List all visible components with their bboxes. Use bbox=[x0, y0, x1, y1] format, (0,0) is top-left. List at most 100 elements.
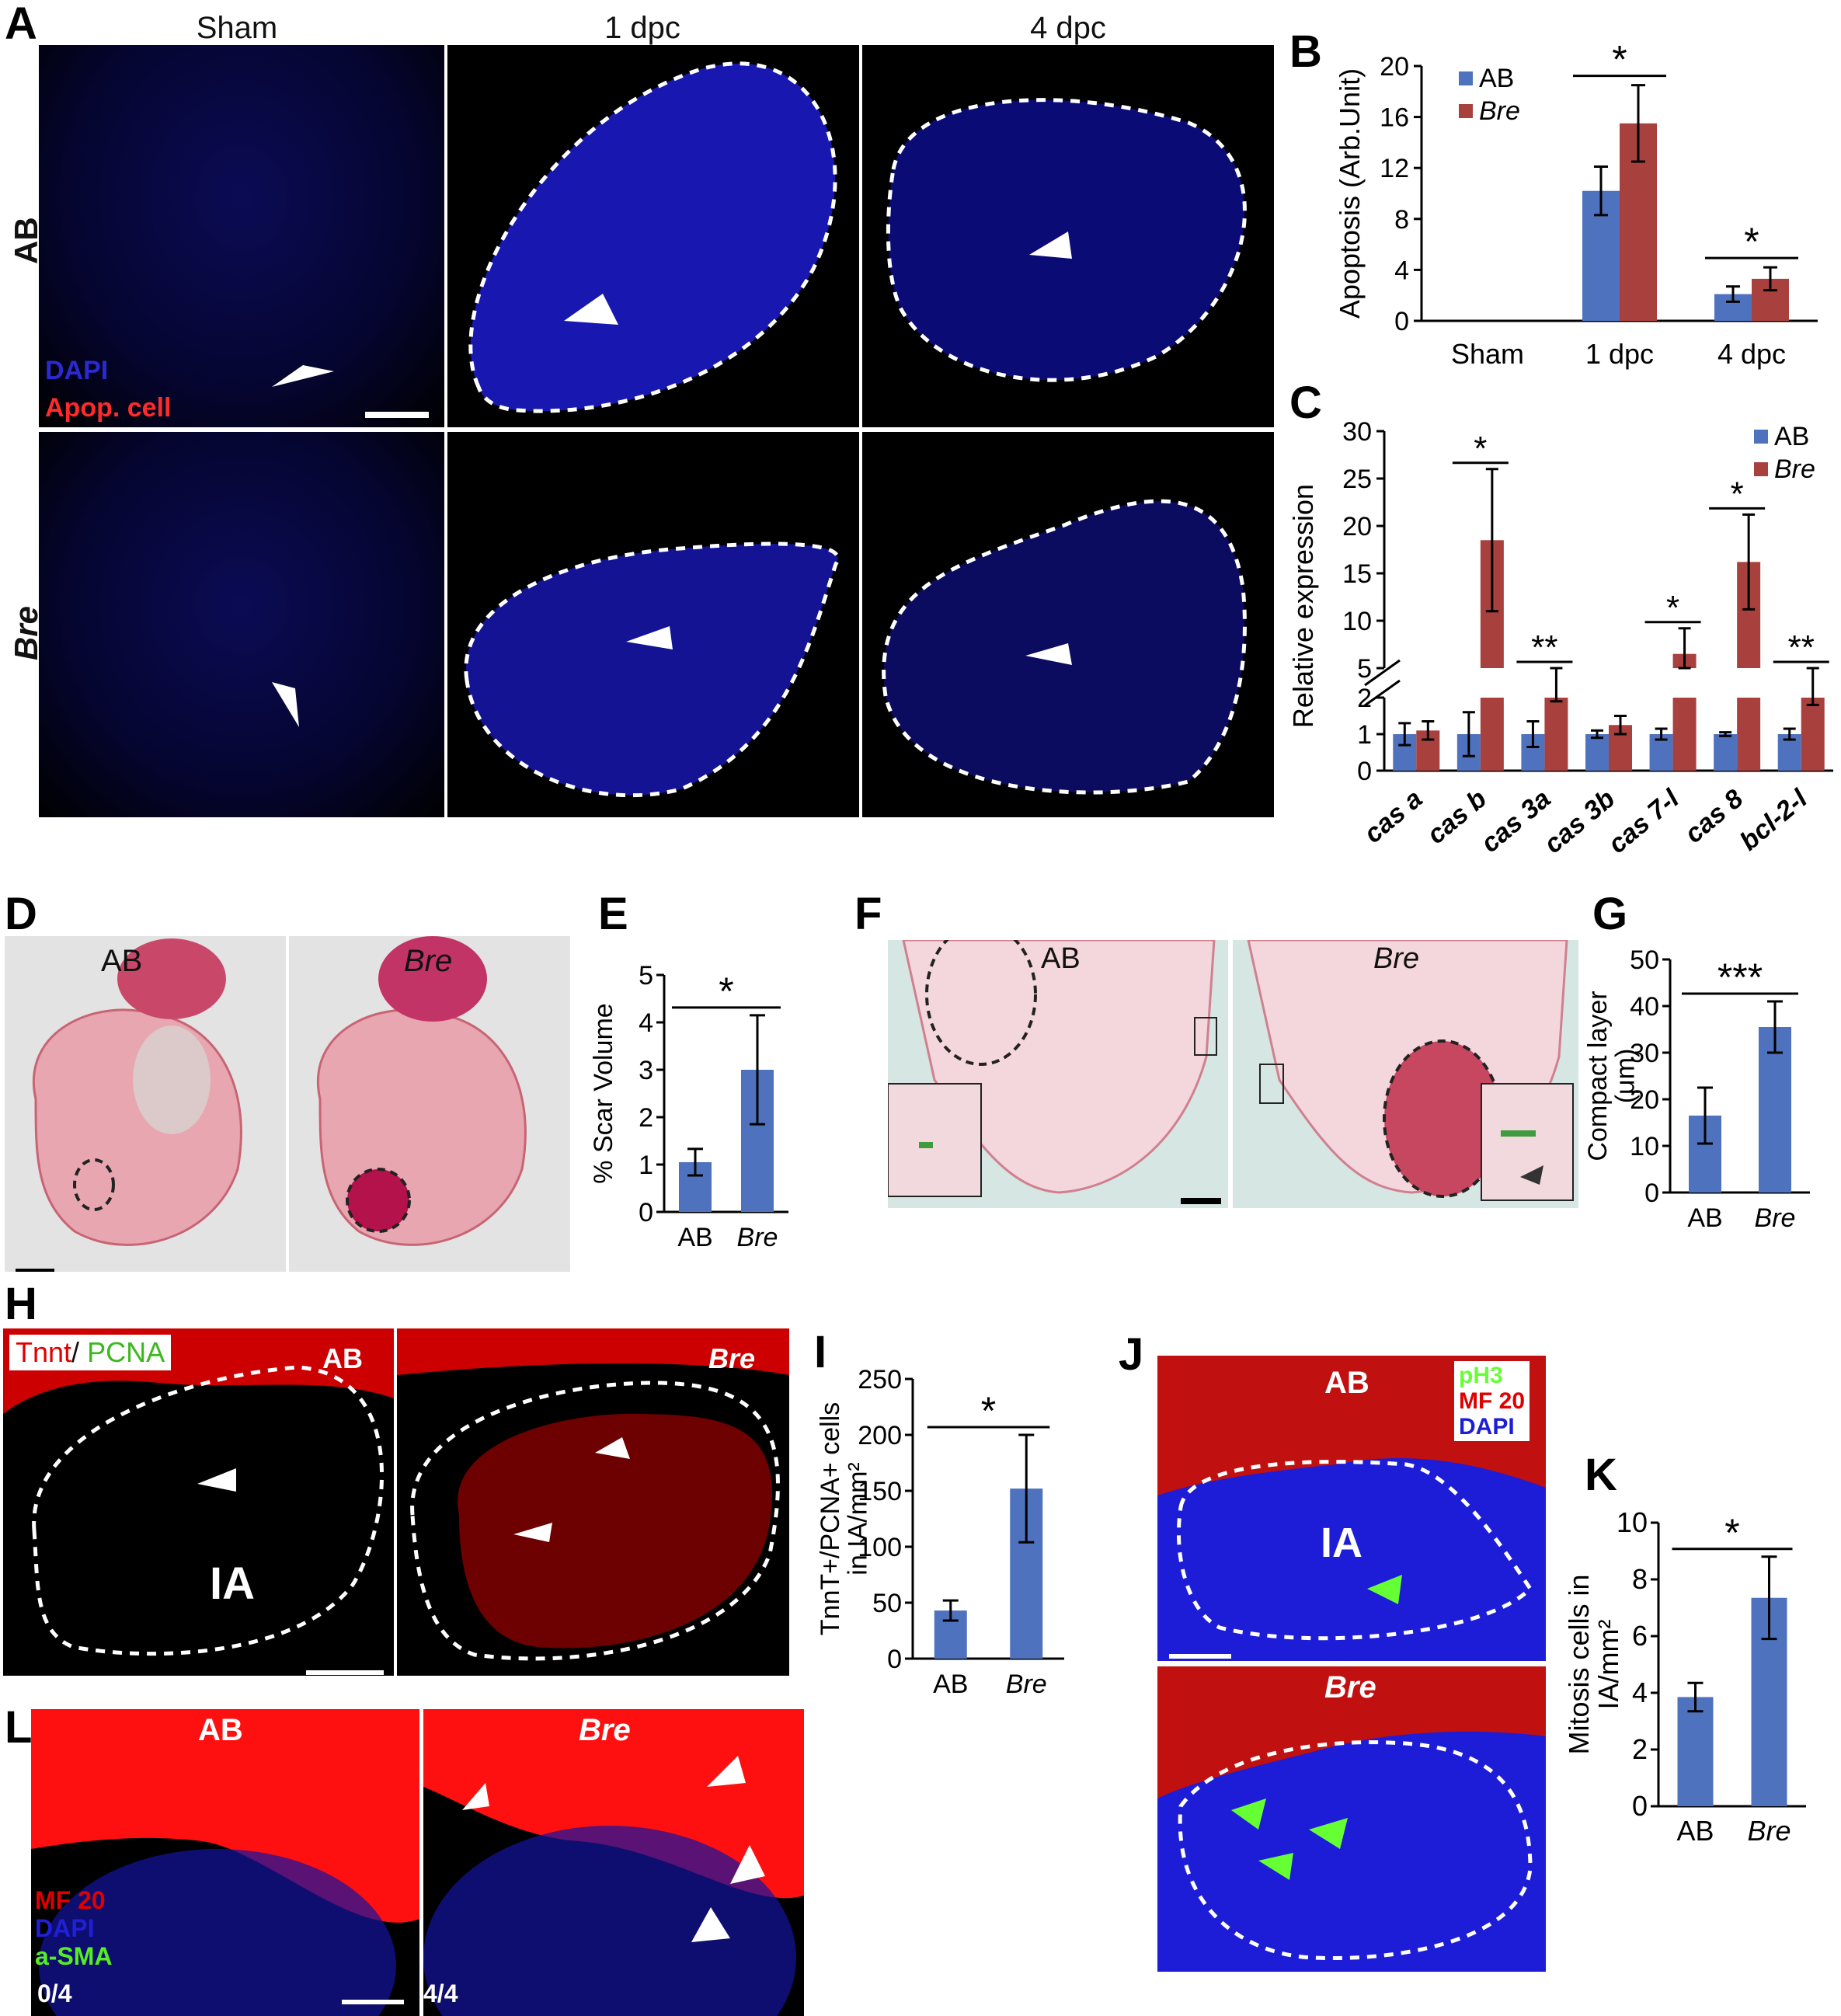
chart-e: 0 1 2 3 4 5 % Scar Volume AB Bre * bbox=[589, 961, 788, 1252]
x-tick-label: bcl-2-l bbox=[1735, 783, 1814, 856]
y-tick-label: 15 bbox=[1342, 559, 1372, 589]
y-tick-label: 12 bbox=[1380, 154, 1409, 183]
y-tick-label: 0 bbox=[1394, 307, 1409, 336]
y-tick-label: 0 bbox=[1357, 757, 1372, 786]
label-ab: AB bbox=[1041, 942, 1081, 975]
y-tick-label: 4 bbox=[639, 1008, 653, 1038]
legend-label: AB bbox=[1774, 422, 1809, 451]
x-tick-label: Sham bbox=[1451, 338, 1524, 370]
y-tick-label: 4 bbox=[1394, 256, 1409, 285]
x-tick-label: AB bbox=[1687, 1203, 1722, 1233]
y-tick-label: 10 bbox=[1617, 1506, 1648, 1538]
y-tick-label: 30 bbox=[1630, 1039, 1659, 1068]
legend-pcna: PCNA bbox=[87, 1336, 165, 1368]
significance-mark: * bbox=[1731, 475, 1744, 513]
y-tick-label: 25 bbox=[1342, 465, 1372, 494]
legend-swatch bbox=[1459, 104, 1473, 118]
arrowhead-icon bbox=[691, 1907, 730, 1942]
y-tick-label: 1 bbox=[639, 1151, 653, 1180]
legend-label: AB bbox=[1479, 64, 1514, 93]
y-axis-label: Mitosis cells in bbox=[1563, 1574, 1595, 1754]
arrowhead-icon bbox=[1258, 1853, 1293, 1880]
y-tick-label: 8 bbox=[1394, 205, 1409, 235]
micrograph-bre-sham bbox=[39, 432, 444, 817]
arrowhead-icon bbox=[272, 682, 299, 727]
histology-f-ab bbox=[888, 940, 1228, 1208]
x-tick-label: AB bbox=[933, 1670, 968, 1699]
y-tick-label: 50 bbox=[872, 1589, 902, 1618]
arrowhead-icon bbox=[513, 1523, 552, 1542]
micrograph-ab-1dpc bbox=[447, 45, 859, 427]
significance-mark: * bbox=[1612, 38, 1627, 82]
micrograph-j-bre bbox=[1157, 1666, 1546, 1972]
histology-f-bre bbox=[1233, 940, 1578, 1208]
y-tick-label: 0 bbox=[1632, 1790, 1648, 1822]
arrowhead-icon bbox=[730, 1845, 765, 1884]
panel-label-a: A bbox=[5, 0, 37, 49]
micrograph-h-ab bbox=[3, 1328, 394, 1676]
legend-swatch bbox=[1459, 71, 1473, 85]
y-tick-label: 20 bbox=[1630, 1085, 1659, 1115]
legend-dapi: DAPI bbox=[1459, 1414, 1515, 1440]
legend-separator: / bbox=[71, 1336, 88, 1368]
y-tick-label: 20 bbox=[1342, 512, 1372, 541]
x-tick-label: Bre bbox=[1747, 1815, 1791, 1847]
axis-break bbox=[1364, 679, 1401, 707]
label-bre: Bre bbox=[579, 1713, 631, 1747]
x-tick-label: cas a bbox=[1359, 784, 1429, 849]
significance-mark: *** bbox=[1717, 956, 1763, 999]
histology-d-ab bbox=[5, 936, 286, 1272]
y-tick-label: 4 bbox=[1632, 1677, 1648, 1708]
legend-mf20: MF 20 bbox=[35, 1886, 106, 1914]
y-tick-label: 10 bbox=[1630, 1132, 1659, 1161]
significance-mark: * bbox=[719, 970, 733, 1013]
label-ab: AB bbox=[101, 944, 143, 978]
histology-d-bre bbox=[289, 936, 570, 1272]
legend-label: Bre bbox=[1479, 96, 1520, 126]
panel-label-j: J bbox=[1119, 1329, 1144, 1380]
y-tick-label: 2 bbox=[1632, 1733, 1648, 1765]
significance-mark: * bbox=[1666, 589, 1679, 627]
y-axis-label: TnnT+/PCNA+ cells bbox=[816, 1402, 845, 1635]
y-tick-label: 10 bbox=[1342, 607, 1372, 636]
x-tick-label: Bre bbox=[1006, 1670, 1047, 1699]
y-axis-label: Apoptosis (Arb.Unit) bbox=[1334, 68, 1366, 319]
micrograph-l-ab bbox=[31, 1709, 419, 2016]
legend-swatch bbox=[1754, 462, 1768, 476]
x-tick-label: cas 3b bbox=[1539, 784, 1621, 859]
legend-ph3: pH3 bbox=[1459, 1363, 1503, 1388]
x-tick-label: Bre bbox=[737, 1223, 778, 1252]
arrowhead-icon bbox=[1231, 1798, 1266, 1830]
legend-box-h: Tnnt/ PCNA bbox=[9, 1335, 172, 1370]
column-title-4dpc: 4 dpc bbox=[1030, 11, 1106, 45]
count-bre: 4/4 bbox=[423, 1979, 458, 2007]
arrowhead-icon bbox=[707, 1756, 746, 1787]
bar bbox=[1801, 698, 1825, 771]
y-tick-label: 2 bbox=[1357, 684, 1372, 713]
label-bre: Bre bbox=[1373, 942, 1420, 975]
panel-label-g: G bbox=[1592, 889, 1628, 939]
micrograph-ab-4dpc bbox=[862, 45, 1274, 427]
y-tick-label: 50 bbox=[1630, 945, 1659, 975]
panel-label-d: D bbox=[5, 889, 37, 939]
y-tick-label: 16 bbox=[1380, 103, 1409, 133]
y-tick-label: 0 bbox=[1644, 1179, 1659, 1208]
micrograph-bre-1dpc bbox=[447, 432, 859, 817]
panel-label-f: F bbox=[854, 889, 882, 939]
bar bbox=[1544, 698, 1568, 771]
arrowhead-icon bbox=[1025, 643, 1072, 665]
column-title-sham: Sham bbox=[196, 11, 278, 45]
significance-mark: * bbox=[1724, 1511, 1739, 1555]
bar bbox=[1714, 734, 1738, 771]
y-axis-label: % Scar Volume bbox=[589, 1003, 618, 1183]
panel-label-i: I bbox=[814, 1327, 827, 1377]
significance-mark: * bbox=[1744, 220, 1759, 263]
column-title-1dpc: 1 dpc bbox=[604, 11, 680, 45]
y-tick-label: 150 bbox=[858, 1477, 902, 1506]
y-tick-label: 200 bbox=[858, 1421, 902, 1450]
label-bre: Bre bbox=[404, 944, 453, 978]
label-bre: Bre bbox=[708, 1342, 756, 1374]
arrowhead-icon bbox=[1520, 1165, 1543, 1185]
arrowhead-icon bbox=[197, 1468, 236, 1492]
